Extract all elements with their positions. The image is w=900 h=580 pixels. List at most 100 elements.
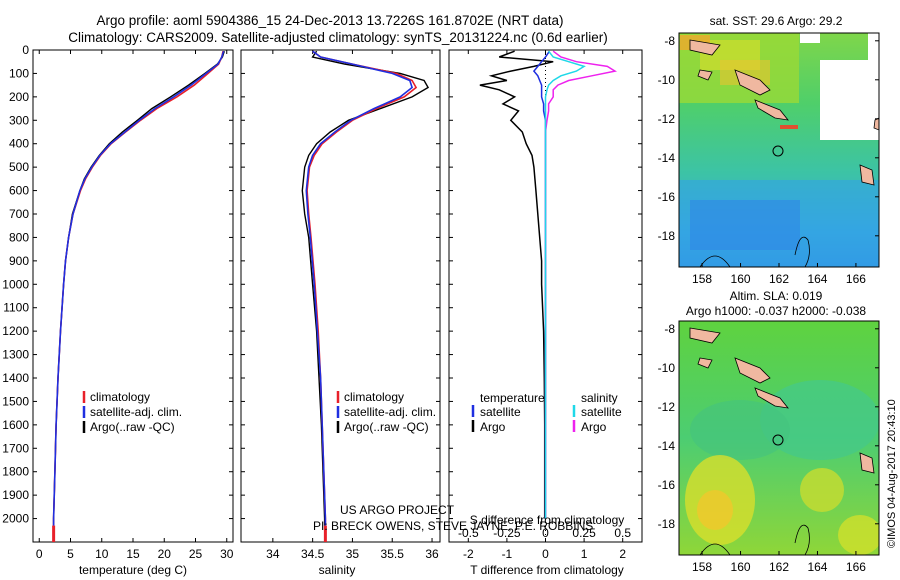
legend-argo-label: Argo(..raw -QC)	[90, 420, 175, 434]
salinity-xlabel: salinity	[319, 563, 356, 577]
x-tick-label: -1	[502, 547, 513, 561]
y-tick-label: 1500	[2, 394, 29, 408]
island	[697, 69, 713, 81]
map-y-tick-label: -10	[658, 73, 676, 87]
x-tick-label: 36	[425, 547, 439, 561]
credits-line1: US ARGO PROJECT	[340, 503, 455, 517]
sla-map	[679, 321, 879, 555]
y-tick-label: 800	[9, 230, 29, 244]
map-x-tick-label: 164	[807, 560, 827, 574]
temperature-legend: climatology satellite-adj. clim. Argo(..…	[82, 390, 182, 434]
map-y-tick-label: -14	[658, 151, 676, 165]
difference-axes: -2 -1 0 1 2 -0.5 -0.25 0 0.25 0.5	[449, 49, 642, 561]
y-tick-label: 900	[9, 254, 29, 268]
island	[754, 99, 789, 121]
argo-float-marker	[772, 145, 784, 157]
x-tick-label: 35	[346, 547, 360, 561]
x-tick-label: 25	[189, 547, 203, 561]
map-x-tick-label: 160	[731, 560, 751, 574]
y-tick-label: 1400	[2, 371, 29, 385]
x-tick-label: 34.5	[301, 547, 325, 561]
s-tick-label: 0.5	[614, 526, 631, 540]
sla-map-subtitle: Argo h1000: -0.037 h2000: -0.038	[686, 304, 866, 318]
legend-s-argo-label: Argo	[581, 420, 607, 434]
map-y-tick-label: -16	[658, 478, 676, 492]
map-y-tick-label: -8	[664, 322, 675, 336]
series-line-argo-raw-qc-	[301, 50, 430, 526]
sst-map	[679, 33, 879, 267]
temperature-axes: 0100200300400500600700800900100011001200…	[2, 43, 233, 561]
legend-t-argo-label: Argo	[480, 420, 506, 434]
island	[689, 327, 721, 344]
island	[754, 387, 789, 409]
temperature-lines	[52, 50, 225, 542]
map-x-tick-label: 158	[692, 560, 712, 574]
island	[859, 164, 875, 186]
figure-title-line1: Argo profile: aoml 5904386_15 24-Dec-201…	[96, 13, 563, 28]
figure-title-line2: Climatology: CARS2009. Satellite-adjuste…	[68, 30, 608, 45]
map-y-tick-label: -8	[664, 34, 675, 48]
x-tick-label: -2	[463, 547, 474, 561]
y-tick-label: 1700	[2, 441, 29, 455]
y-tick-label: 700	[9, 207, 29, 221]
legend-argo-label: Argo(..raw -QC)	[344, 420, 429, 434]
map-x-tick-label: 160	[731, 272, 751, 286]
series-line-satellite-adj-clim-	[52, 50, 225, 526]
map-y-tick-label: -12	[658, 112, 676, 126]
temperature-xlabel: temperature (deg C)	[79, 563, 187, 577]
island	[734, 69, 771, 96]
y-tick-label: 100	[9, 66, 29, 80]
map-y-tick-label: -14	[658, 439, 676, 453]
map-y-tick-label: -16	[658, 190, 676, 204]
y-tick-label: 1800	[2, 465, 29, 479]
cloud-mask	[820, 60, 879, 140]
island	[697, 357, 713, 369]
x-tick-label: 20	[158, 547, 172, 561]
map-x-tick-label: 166	[846, 272, 866, 286]
y-tick-label: 500	[9, 160, 29, 174]
x-tick-label: 10	[95, 547, 109, 561]
salinity-panel	[240, 49, 441, 543]
legend-temperature-heading: temperature	[480, 391, 545, 405]
legend-salinity-heading: salinity	[581, 391, 618, 405]
series-line-s-argo	[544, 50, 618, 519]
s-tick-label: 0.25	[572, 526, 596, 540]
legend-climatology-label: climatology	[344, 390, 404, 404]
y-tick-label: 300	[9, 113, 29, 127]
series-line-s-satellite	[544, 50, 586, 519]
x-tick-label: 1	[581, 547, 588, 561]
x-tick-label: 5	[67, 547, 74, 561]
sst-map-axes: 158 160 162 164 166 -8 -10 -12 -14 -16 -18	[658, 34, 879, 286]
difference-lines	[479, 50, 618, 542]
y-tick-label: 600	[9, 184, 29, 198]
map-x-tick-label: 158	[692, 272, 712, 286]
y-tick-label: 1100	[3, 301, 29, 315]
s-tick-label: 0	[542, 526, 549, 540]
y-tick-label: 1600	[2, 418, 29, 432]
x-tick-label: 30	[220, 547, 234, 561]
island	[859, 452, 875, 474]
map-y-tick-label: -18	[658, 517, 676, 531]
y-tick-label: 200	[9, 90, 29, 104]
x-tick-label: 2	[619, 547, 626, 561]
argo-float-marker	[772, 434, 784, 446]
series-line-t-argo	[479, 50, 554, 519]
salinity-axes: 34 34.5 35 35.5 36	[241, 49, 440, 561]
y-tick-label: 2000	[2, 512, 29, 526]
x-tick-label: 35.5	[381, 547, 405, 561]
credits-line2: PI: BRECK OWENS, STEVE JAYNE, P.E. ROBBI…	[313, 519, 593, 533]
timestamp-stamp: ©IMOS 04-Aug-2017 20:43:10	[886, 399, 898, 548]
y-tick-label: 1900	[2, 488, 29, 502]
difference-legend: temperature salinity satellite Argo sate…	[471, 391, 622, 434]
legend-satellite-label: satellite-adj. clim.	[344, 405, 436, 419]
island	[873, 117, 879, 131]
map-y-tick-label: -12	[658, 400, 676, 414]
map-x-tick-label: 166	[846, 560, 866, 574]
y-tick-label: 1000	[2, 277, 29, 291]
x-tick-label: 34	[266, 547, 280, 561]
y-tick-label: 0	[22, 43, 29, 57]
y-tick-label: 1200	[2, 324, 29, 338]
contour-line	[794, 524, 810, 555]
legend-s-satellite-label: satellite	[581, 405, 622, 419]
